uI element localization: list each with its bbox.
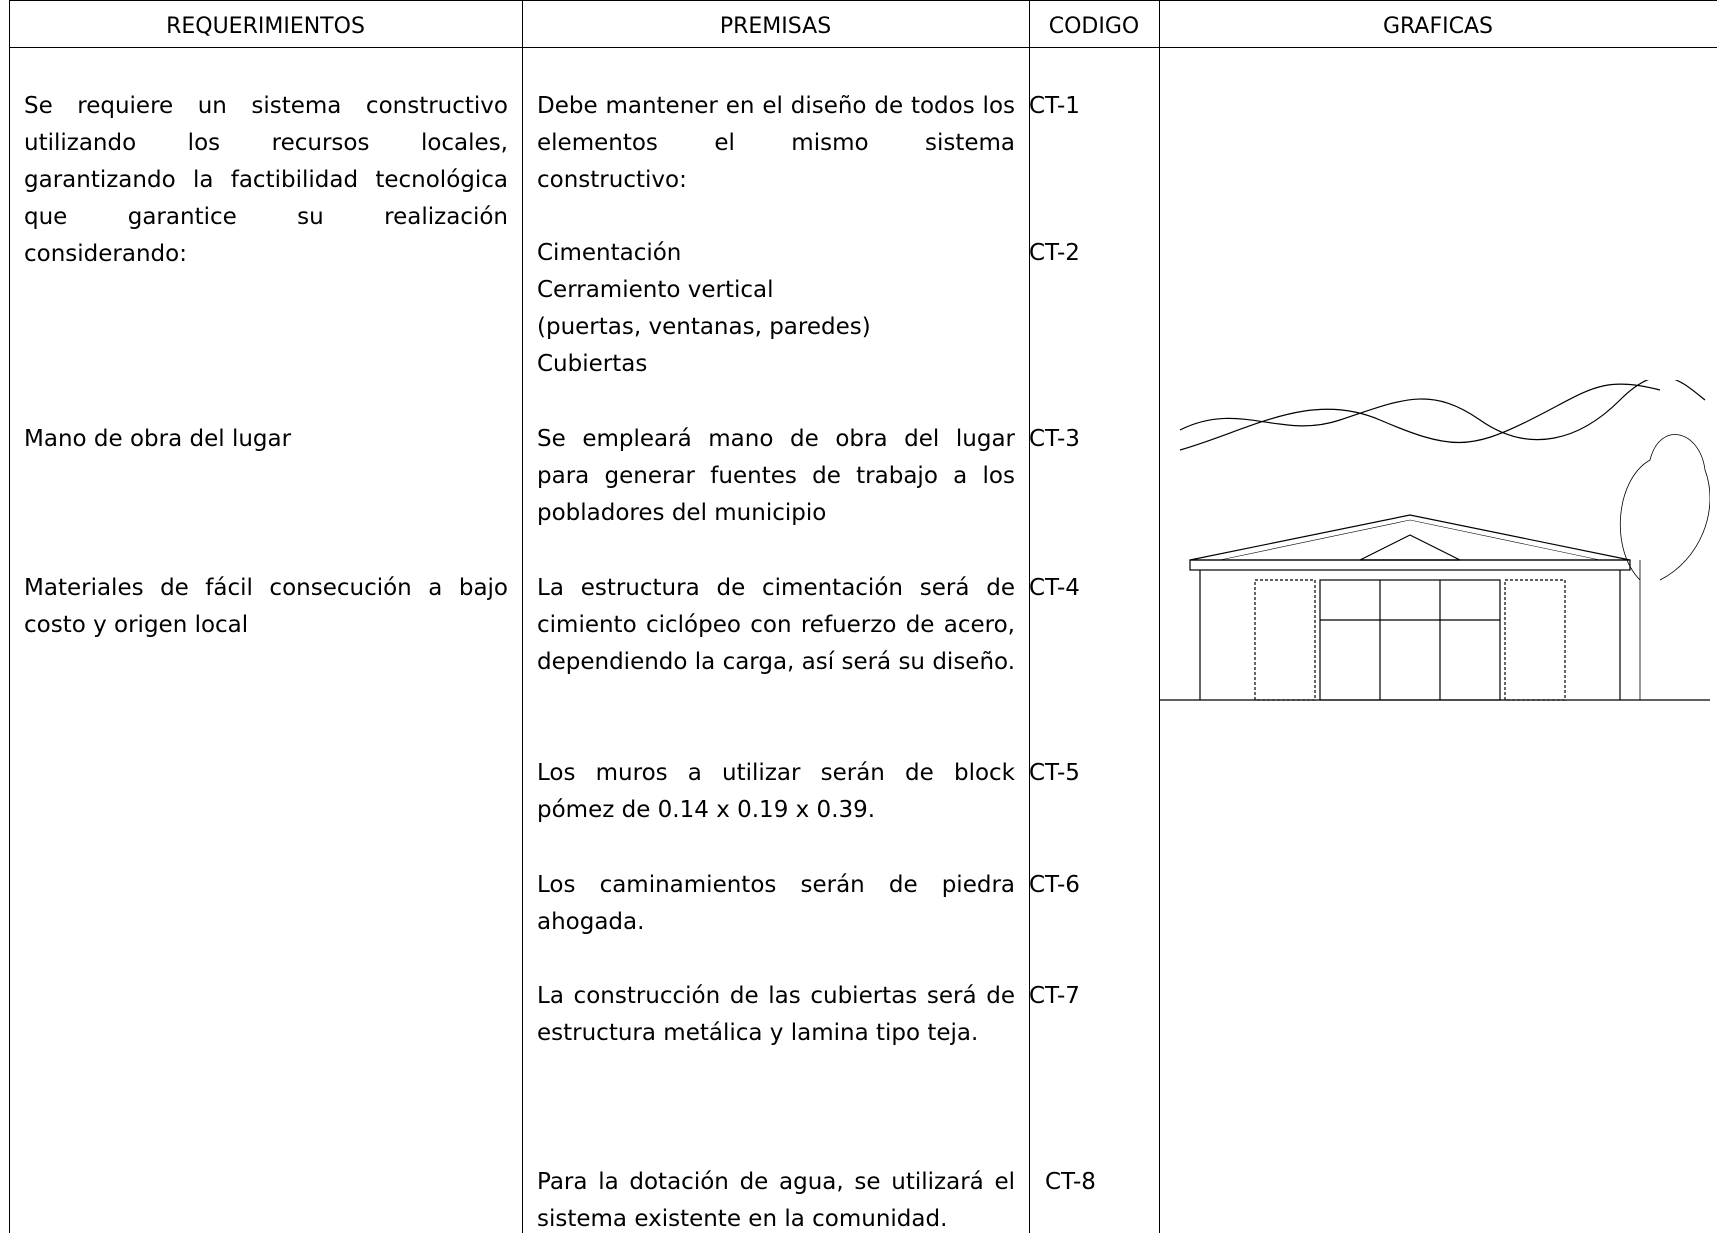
code: CT-8	[1045, 1169, 1096, 1195]
premise: La estructura de cimentación será de cim…	[537, 575, 1016, 675]
column-header: GRAFICAS	[1382, 14, 1493, 39]
code: CT-3	[1029, 426, 1080, 452]
premise: Debe mantener en el diseño de todos los …	[537, 93, 1015, 193]
column-header: CODIGO	[1048, 14, 1140, 39]
premise: Los muros a utilizar serán de block póme…	[537, 760, 1015, 823]
code: CT-6	[1029, 872, 1080, 898]
requirement: Materiales de fácil consecución a bajo c…	[24, 575, 508, 638]
column-header: PREMISAS	[719, 14, 832, 39]
code: CT-4	[1029, 575, 1080, 601]
requirement: Mano de obra del lugar	[24, 426, 292, 452]
border	[9, 47, 1717, 48]
premise: Se empleará mano de obra del lugar para …	[537, 426, 1015, 526]
border	[522, 0, 523, 1233]
premise: Los caminamientos serán de piedra ahogad…	[537, 872, 1015, 935]
border	[1029, 0, 1030, 1233]
house-illustration	[1160, 380, 1710, 701]
code: CT-1	[1029, 93, 1080, 119]
border	[9, 0, 10, 1233]
premise: Para la dotación de agua, se utilizará e…	[537, 1169, 1015, 1232]
code: CT-7	[1029, 983, 1080, 1009]
code: CT-5	[1029, 760, 1080, 786]
requirement: Se requiere un sistema constructivo util…	[24, 93, 508, 267]
column-header: REQUERIMIENTOS	[166, 14, 365, 39]
code: CT-2	[1029, 240, 1080, 266]
premise-line: Cubiertas	[537, 351, 648, 377]
border	[9, 0, 1717, 1]
premise: La construcción de las cubiertas será de…	[537, 983, 1015, 1046]
border	[1159, 0, 1160, 1233]
premise-line: (puertas, ventanas, paredes)	[537, 314, 871, 340]
premise-line: Cerramiento vertical	[537, 277, 774, 303]
premise-line: Cimentación	[537, 240, 682, 266]
